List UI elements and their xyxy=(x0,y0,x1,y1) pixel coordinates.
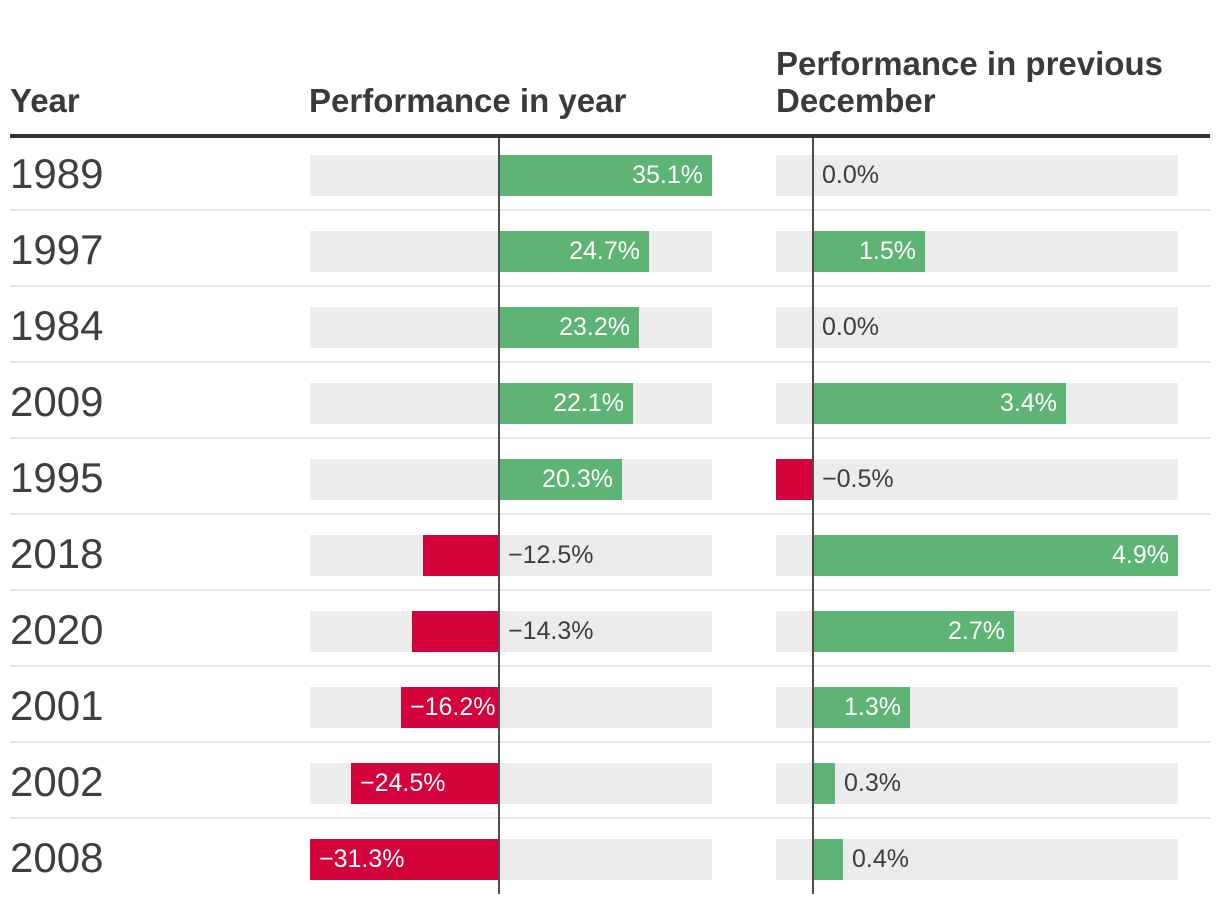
column-header-performance-in-year: Performance in year xyxy=(309,82,627,119)
row-separator xyxy=(10,741,1210,743)
row-separator xyxy=(10,361,1210,363)
bar-positive: 23.2% xyxy=(499,307,639,348)
year-label: 2002 xyxy=(10,758,104,805)
row-separator xyxy=(10,285,1210,287)
header-rule xyxy=(10,134,1210,138)
bar-positive: 3.4% xyxy=(813,383,1066,424)
bar-value-label: 35.1% xyxy=(632,161,703,189)
row-separator xyxy=(10,513,1210,515)
bar-track xyxy=(776,307,1178,348)
bar-track xyxy=(310,535,712,576)
bar-value-label: 1.3% xyxy=(844,693,901,721)
row-separator xyxy=(10,437,1210,439)
bar-value-label: 20.3% xyxy=(542,465,613,493)
bar-positive: 1.3% xyxy=(813,687,910,728)
bar-track xyxy=(310,687,712,728)
bar-value-label: −0.5% xyxy=(822,465,894,493)
bar-track xyxy=(776,839,1178,880)
bar-value-label: 23.2% xyxy=(559,313,630,341)
bar-positive xyxy=(813,763,835,804)
year-label: 2001 xyxy=(10,682,104,729)
row-separator xyxy=(10,589,1210,591)
year-label: 1997 xyxy=(10,226,104,273)
bar-positive: 22.1% xyxy=(499,383,633,424)
bar-negative: −31.3% xyxy=(310,839,499,880)
bar-positive: 35.1% xyxy=(499,155,712,196)
bar-value-label: −16.2% xyxy=(410,693,496,721)
bar-value-label: −31.3% xyxy=(319,845,405,873)
bar-negative: −16.2% xyxy=(401,687,499,728)
bar-value-label: 4.9% xyxy=(1112,541,1169,569)
bar-positive: 1.5% xyxy=(813,231,925,272)
year-label: 1995 xyxy=(10,454,104,501)
year-label: 1984 xyxy=(10,302,104,349)
zero-axis-line xyxy=(498,138,500,894)
bar-track xyxy=(776,459,1178,500)
bar-positive: 24.7% xyxy=(499,231,649,272)
bar-negative xyxy=(776,459,813,500)
year-label: 2018 xyxy=(10,530,104,577)
bar-value-label: −14.3% xyxy=(508,617,594,645)
bar-value-label: 0.4% xyxy=(852,845,909,873)
bar-value-label: 0.0% xyxy=(822,313,879,341)
bar-track xyxy=(310,611,712,652)
bar-negative xyxy=(423,535,499,576)
year-label: 2009 xyxy=(10,378,104,425)
bar-value-label: 2.7% xyxy=(948,617,1005,645)
bar-negative: −24.5% xyxy=(351,763,499,804)
bar-positive xyxy=(813,839,843,880)
bar-value-label: 0.0% xyxy=(822,161,879,189)
column-header-year: Year xyxy=(10,82,80,119)
year-label: 2008 xyxy=(10,834,104,881)
bar-track xyxy=(776,763,1178,804)
bar-positive: 2.7% xyxy=(813,611,1014,652)
bar-positive: 4.9% xyxy=(813,535,1178,576)
row-separator xyxy=(10,665,1210,667)
year-label: 1989 xyxy=(10,150,104,197)
year-label: 2020 xyxy=(10,606,104,653)
bar-value-label: 24.7% xyxy=(569,237,640,265)
row-separator xyxy=(10,817,1210,819)
bar-positive: 20.3% xyxy=(499,459,622,500)
bar-value-label: 3.4% xyxy=(1000,389,1057,417)
bar-value-label: 0.3% xyxy=(844,769,901,797)
bar-value-label: −12.5% xyxy=(508,541,594,569)
zero-axis-line xyxy=(812,138,814,894)
bar-negative xyxy=(412,611,499,652)
row-separator xyxy=(10,209,1210,211)
bar-track xyxy=(776,155,1178,196)
bar-value-label: 1.5% xyxy=(859,237,916,265)
bar-value-label: 22.1% xyxy=(553,389,624,417)
column-header-performance-previous-december: Performance in previous December xyxy=(776,45,1163,119)
bar-value-label: −24.5% xyxy=(360,769,446,797)
